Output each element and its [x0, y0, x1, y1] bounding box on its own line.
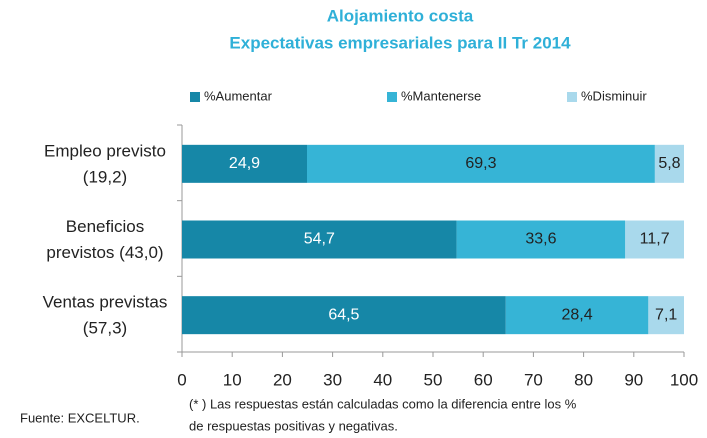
legend-label: %Mantenerse [401, 88, 481, 103]
y-tick-label: Empleo previsto [44, 141, 166, 160]
bar [625, 220, 684, 259]
bar [182, 296, 506, 335]
x-tick-label: 40 [373, 370, 392, 389]
x-tick-label: 70 [524, 370, 543, 389]
legend-label: %Disminuir [581, 88, 647, 103]
legend-label: %Aumentar [204, 88, 273, 103]
y-tick-label: (19,2) [83, 167, 127, 186]
x-tick-label: 0 [177, 370, 186, 389]
bar [456, 220, 626, 259]
y-tick-label: Ventas previstas [43, 293, 168, 312]
bar [306, 144, 655, 183]
bar [505, 296, 649, 335]
footnote: de respuestas positivas y negativas. [189, 418, 398, 433]
value-label: 5,8 [658, 155, 680, 172]
legend-swatch [387, 92, 397, 102]
x-tick-label: 50 [424, 370, 443, 389]
x-tick-label: 10 [223, 370, 242, 389]
bar [648, 296, 684, 335]
x-tick-label: 30 [323, 370, 342, 389]
value-label: 54,7 [304, 231, 335, 248]
x-tick-label: 20 [273, 370, 292, 389]
x-tick-label: 80 [574, 370, 593, 389]
chart-title: Expectativas empresariales para II Tr 20… [229, 33, 571, 52]
value-label: 7,1 [655, 306, 677, 323]
x-tick-label: 60 [474, 370, 493, 389]
value-label: 64,5 [328, 306, 359, 323]
y-tick-label: (57,3) [83, 319, 127, 338]
chart-title: Alojamiento costa [327, 6, 474, 25]
value-label: 69,3 [465, 155, 496, 172]
value-label: 28,4 [562, 306, 593, 323]
value-label: 24,9 [229, 155, 260, 172]
bar [654, 144, 684, 183]
legend-swatch [190, 92, 200, 102]
y-tick-label: previstos (43,0) [46, 243, 163, 262]
y-tick-label: Beneficios [66, 217, 144, 236]
legend-swatch [567, 92, 577, 102]
bar [182, 144, 307, 183]
value-label: 11,7 [640, 231, 670, 248]
footnote: (* ) Las respuestas están calculadas com… [189, 396, 577, 411]
bar [182, 220, 457, 259]
x-tick-label: 100 [670, 370, 698, 389]
value-label: 33,6 [525, 231, 556, 248]
source: Fuente: EXCELTUR. [20, 410, 140, 425]
x-tick-label: 90 [624, 370, 643, 389]
